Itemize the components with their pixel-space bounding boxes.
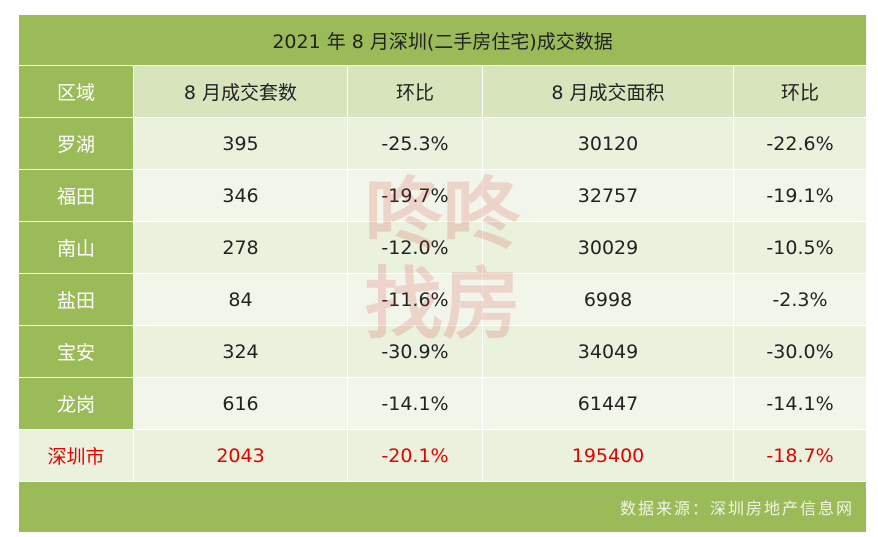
cell: 346 bbox=[133, 169, 348, 222]
table-container: 2021 年 8 月深圳(二手房住宅)成交数据 区域 8 月成交套数 环比 8 月成交… bbox=[17, 14, 868, 533]
cell: -10.5% bbox=[732, 221, 868, 274]
cell: -30.0% bbox=[732, 325, 868, 378]
cell: 2043 bbox=[133, 429, 348, 482]
title-row: 2021 年 8 月深圳(二手房住宅)成交数据 bbox=[17, 14, 868, 66]
cell: 395 bbox=[133, 117, 348, 170]
cell: 34049 bbox=[482, 325, 734, 378]
source-note: 数据来源：深圳房地产信息网 bbox=[17, 481, 868, 533]
column-header: 环比 bbox=[347, 65, 483, 118]
data-row: 福田 346 -19.7% 32757 -19.1% bbox=[18, 169, 868, 222]
header-row: 区域 8 月成交套数 环比 8 月成交面积 环比 bbox=[18, 65, 868, 118]
cell: -22.6% bbox=[732, 117, 868, 170]
data-row: 罗湖 395 -25.3% 30120 -22.6% bbox=[18, 117, 868, 170]
row-label: 南山 bbox=[18, 221, 134, 274]
cell: -25.3% bbox=[347, 117, 483, 170]
data-table: 2021 年 8 月深圳(二手房住宅)成交数据 区域 8 月成交套数 环比 8 月成交… bbox=[17, 14, 868, 533]
cell: 61447 bbox=[482, 377, 734, 430]
data-row: 盐田 84 -11.6% 6998 -2.3% bbox=[18, 273, 868, 326]
cell: 616 bbox=[133, 377, 348, 430]
cell: 30029 bbox=[482, 221, 734, 274]
cell: -11.6% bbox=[347, 273, 483, 326]
row-label: 宝安 bbox=[18, 325, 134, 378]
footer-row: 数据来源：深圳房地产信息网 bbox=[17, 481, 868, 533]
cell: 30120 bbox=[482, 117, 734, 170]
column-header: 8 月成交套数 bbox=[133, 65, 348, 118]
cell: -20.1% bbox=[347, 429, 483, 482]
cell: -14.1% bbox=[347, 377, 483, 430]
cell: -19.7% bbox=[347, 169, 483, 222]
total-row: 深圳市 2043 -20.1% 195400 -18.7% bbox=[18, 429, 868, 482]
cell: 32757 bbox=[482, 169, 734, 222]
column-header: 8 月成交面积 bbox=[482, 65, 734, 118]
row-label: 深圳市 bbox=[18, 429, 134, 482]
cell: -2.3% bbox=[732, 273, 868, 326]
row-label: 福田 bbox=[18, 169, 134, 222]
row-label: 龙岗 bbox=[18, 377, 134, 430]
cell: 278 bbox=[133, 221, 348, 274]
table-title: 2021 年 8 月深圳(二手房住宅)成交数据 bbox=[17, 14, 868, 66]
cell: -19.1% bbox=[732, 169, 868, 222]
data-row: 龙岗 616 -14.1% 61447 -14.1% bbox=[18, 377, 868, 430]
row-label: 盐田 bbox=[18, 273, 134, 326]
cell: -12.0% bbox=[347, 221, 483, 274]
cell: 84 bbox=[133, 273, 348, 326]
column-header: 区域 bbox=[18, 65, 134, 118]
row-label: 罗湖 bbox=[18, 117, 134, 170]
cell: -14.1% bbox=[732, 377, 868, 430]
column-header: 环比 bbox=[732, 65, 868, 118]
data-row: 宝安 324 -30.9% 34049 -30.0% bbox=[18, 325, 868, 378]
cell: 6998 bbox=[482, 273, 734, 326]
cell: -18.7% bbox=[732, 429, 868, 482]
cell: 324 bbox=[133, 325, 348, 378]
cell: 195400 bbox=[482, 429, 734, 482]
cell: -30.9% bbox=[347, 325, 483, 378]
data-row: 南山 278 -12.0% 30029 -10.5% bbox=[18, 221, 868, 274]
